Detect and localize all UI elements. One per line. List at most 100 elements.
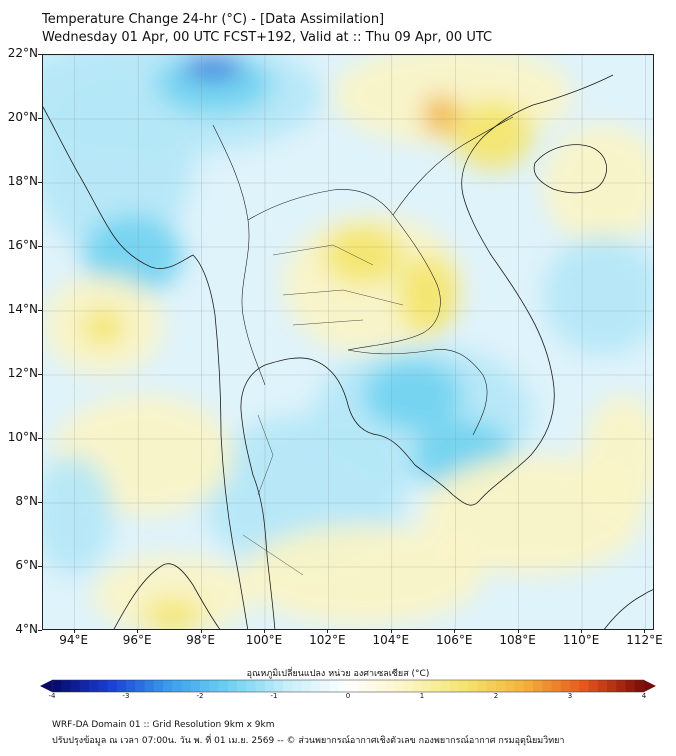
pale-yellow-anomaly-area: [243, 525, 483, 625]
longitude-tick-mark: [137, 629, 139, 633]
longitude-tick-mark: [644, 629, 646, 633]
longitude-tick-label: 104°E: [372, 633, 410, 647]
longitude-tick-label: 102°E: [309, 633, 346, 647]
colorbar-cell: [190, 680, 201, 692]
colorbar-cell: [579, 680, 589, 692]
colorbar-cell: [338, 680, 349, 692]
colorbar-cell: [486, 680, 497, 692]
colorbar-cell: [570, 680, 580, 692]
pale-yellow-anomaly-area: [543, 125, 653, 245]
colorbar-cell: [560, 680, 571, 692]
colorbar-cell: [283, 680, 293, 692]
colorbar-cell: [153, 680, 164, 692]
colorbar-cell: [394, 680, 404, 692]
colorbar-cell: [505, 680, 515, 692]
deep-blue-anomaly-area: [183, 55, 243, 79]
longitude-tick-label: 100°E: [245, 633, 283, 647]
colorbar-cell: [551, 680, 562, 692]
yellow-anomaly-area: [323, 225, 403, 285]
longitude-tick-label: 106°E: [435, 633, 473, 647]
latitude-tick-mark: [38, 502, 42, 503]
colorbar-tick-label: 1: [419, 692, 425, 700]
colorbar-cell: [348, 680, 358, 692]
colorbar-cell: [459, 680, 469, 692]
colorbar-cell: [431, 680, 441, 692]
yellow-anomaly-area: [81, 309, 125, 345]
longitude-tick-label: 108°E: [499, 633, 536, 647]
latitude-tick-mark: [38, 54, 42, 55]
light-blue-anomaly-area: [543, 235, 653, 355]
latitude-tick-mark: [38, 310, 42, 311]
latitude-tick-mark: [38, 630, 42, 631]
map-panel[interactable]: [42, 54, 654, 630]
colorbar: [40, 679, 656, 693]
map-title: Temperature Change 24-hr (°C) - [Data As…: [42, 12, 385, 27]
colorbar-cell: [422, 680, 432, 692]
colorbar-cell: [274, 680, 284, 692]
cyan-anomaly-area: [363, 360, 463, 430]
cyan-anomaly-area: [83, 215, 183, 295]
colorbar-min-arrow: [40, 680, 52, 692]
colorbar-cell: [329, 680, 340, 692]
coastlines-and-borders: [43, 74, 653, 629]
latitude-tick-label: 10°N: [7, 430, 38, 444]
colorbar-tick-label: -1: [270, 692, 278, 700]
colorbar-cell: [412, 680, 423, 692]
colorbar-cell: [52, 680, 62, 692]
model-info-footer: WRF-DA Domain 01 :: Grid Resolution 9km …: [52, 720, 275, 730]
colorbar-cells: [40, 679, 656, 693]
longitude-tick-mark: [73, 629, 75, 633]
myanmar-coastline: [43, 106, 249, 629]
longitude-tick-mark: [200, 629, 202, 633]
colorbar-cell: [181, 680, 192, 692]
vietnam-coastline: [414, 74, 614, 506]
colorbar-cell: [385, 680, 395, 692]
province-lines: [242, 244, 404, 576]
colorbar-cell: [523, 680, 534, 692]
colorbar-tick-label: 0: [345, 692, 351, 700]
colorbar-cell: [320, 680, 330, 692]
lat-lon-grid: [43, 55, 653, 629]
colorbar-cell: [449, 680, 460, 692]
colorbar-cell: [135, 680, 145, 692]
cyan-anomaly-area: [153, 55, 273, 115]
colorbar-cell: [403, 680, 414, 692]
colorbar-cell: [264, 680, 275, 692]
credit-footer: ปรับปรุงข้อมูล ณ เวลา 07:00น. วัน พ. ที่…: [52, 736, 565, 746]
colorbar-outline: [51, 679, 645, 693]
longitude-tick-label: 110°E: [562, 633, 600, 647]
latitude-tick-mark: [38, 182, 42, 183]
thailand-laos-border: [247, 189, 441, 351]
colorbar-cell: [70, 680, 81, 692]
latitude-tick-mark: [38, 566, 42, 567]
latitude-tick-mark: [38, 374, 42, 375]
colorbar-cell: [301, 680, 312, 692]
colorbar-cell: [209, 680, 219, 692]
latitude-tick-label: 20°N: [7, 110, 38, 124]
pale-yellow-anomaly-area: [423, 455, 643, 575]
latitude-tick-mark: [38, 118, 42, 119]
latitude-tick-label: 14°N: [7, 302, 38, 316]
pale-yellow-anomaly-area: [583, 395, 653, 515]
latitude-tick-mark: [38, 246, 42, 247]
colorbar-cell: [625, 680, 636, 692]
colorbar-cell: [172, 680, 182, 692]
laos-vietnam-border: [392, 116, 514, 216]
colorbar-cell: [597, 680, 608, 692]
colorbar-cell: [311, 680, 321, 692]
temperature-field: [43, 55, 653, 629]
colorbar-cell: [533, 680, 543, 692]
temperature-change-map[interactable]: [43, 55, 654, 630]
colorbar-cell: [616, 680, 626, 692]
colorbar-cell: [366, 680, 377, 692]
colorbar-cell: [542, 680, 552, 692]
colorbar-cell: [98, 680, 108, 692]
colorbar-tick-label: 4: [641, 692, 647, 700]
colorbar-cell: [144, 680, 155, 692]
longitude-tick-mark: [454, 629, 456, 633]
yellow-anomaly-area: [398, 255, 458, 335]
colorbar-cell: [440, 680, 451, 692]
longitude-tick-label: 112°E: [626, 633, 663, 647]
colorbar-cell: [357, 680, 367, 692]
cambodia-border: [347, 349, 488, 436]
